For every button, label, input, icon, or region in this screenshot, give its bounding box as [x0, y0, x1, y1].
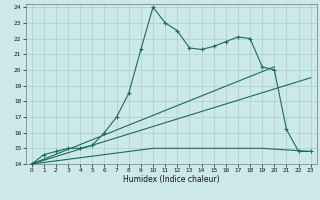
X-axis label: Humidex (Indice chaleur): Humidex (Indice chaleur) — [123, 175, 220, 184]
